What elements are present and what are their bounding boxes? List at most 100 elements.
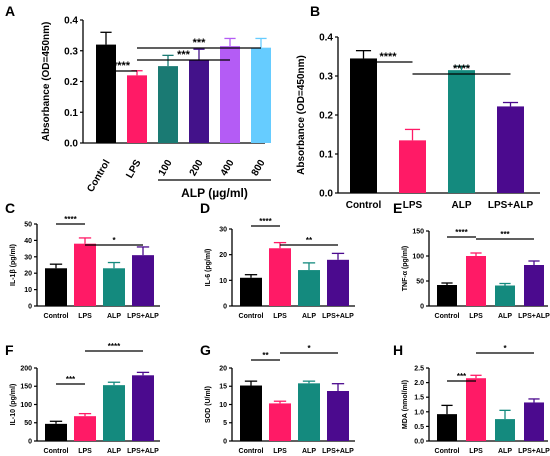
significance-label: **** bbox=[455, 228, 468, 237]
y-axis-label: IL-6 (pg/ml) bbox=[205, 249, 212, 287]
x-tick-label: Control bbox=[44, 448, 69, 455]
significance-label: *** bbox=[193, 37, 207, 49]
x-tick-label: Control bbox=[239, 313, 264, 320]
bar-control bbox=[96, 44, 116, 143]
x-tick-label: LPS+ALP bbox=[488, 200, 534, 211]
y-axis-label: IL-10 (pg/ml) bbox=[10, 384, 17, 426]
significance-label: **** bbox=[453, 63, 471, 75]
y-tick-label: 0.4 bbox=[319, 33, 333, 44]
y-tick-label: 20 bbox=[24, 271, 32, 278]
panel-a: A 0.0 0.1 0.2 0.3 0.4 Absorbance (OD=450nm) Con… bbox=[5, 3, 271, 200]
y-tick-label: 2.0 bbox=[414, 380, 424, 387]
bar-200 bbox=[189, 59, 209, 143]
bar-control bbox=[437, 414, 457, 441]
x-tick-label: ALP bbox=[302, 313, 316, 320]
panel-g: G 0 5 10 15 20 SOD (U/ml) Control LPS ALP LPS+ALP *… bbox=[200, 342, 355, 455]
x-tick-label: LPS+ALP bbox=[127, 448, 159, 455]
bar-100 bbox=[158, 66, 178, 143]
significance-label: * bbox=[307, 344, 311, 353]
y-tick-label: 10 bbox=[219, 402, 227, 409]
y-tick-label: 0.3 bbox=[319, 72, 333, 83]
panel-d: D 0 10 20 30 IL-6 (pg/ml) Control LPS ALP LPS+ALP… bbox=[200, 200, 355, 320]
x-tick-label: ALP bbox=[302, 448, 316, 455]
bar-control bbox=[437, 285, 457, 306]
bar-lps bbox=[269, 403, 291, 441]
panel-letter: B bbox=[310, 3, 320, 19]
y-axis-label: SOD (U/ml) bbox=[205, 386, 212, 423]
y-tick-label: 0.1 bbox=[319, 150, 333, 161]
bar-lps-alp bbox=[524, 402, 544, 441]
bar-lps-alp bbox=[497, 106, 524, 193]
x-tick-label: Control bbox=[435, 448, 460, 455]
bar-alp bbox=[103, 268, 125, 306]
y-tick-label: 100 bbox=[412, 253, 424, 260]
panel-letter: D bbox=[200, 200, 210, 216]
y-axis-label: Absorbance (OD=450nm) bbox=[41, 22, 52, 142]
x-tick-label: Control bbox=[44, 313, 69, 320]
significance-label: * bbox=[112, 236, 116, 245]
y-tick-label: 150 bbox=[412, 228, 424, 235]
significance-label: ** bbox=[262, 351, 269, 360]
x-tick-label: 200 bbox=[188, 158, 206, 178]
bar-400 bbox=[220, 46, 240, 144]
y-tick-label: 20 bbox=[219, 252, 227, 259]
y-tick-label: 15 bbox=[219, 384, 227, 391]
bar-lps bbox=[127, 75, 147, 143]
x-tick-label: LPS bbox=[78, 448, 92, 455]
x-tick-label: LPS bbox=[273, 448, 287, 455]
x-tick-label: ALP bbox=[452, 200, 472, 211]
y-tick-label: 0.4 bbox=[64, 16, 78, 27]
y-tick-label: 0 bbox=[28, 438, 32, 445]
bar-control bbox=[240, 277, 262, 306]
significance-label: **** bbox=[259, 217, 272, 226]
significance-label: *** bbox=[177, 49, 191, 61]
significance-label: **** bbox=[108, 342, 121, 351]
bar-lps-alp bbox=[327, 390, 349, 441]
panel-letter: E bbox=[393, 200, 402, 216]
x-tick-label: LPS bbox=[78, 313, 92, 320]
y-tick-label: 0.2 bbox=[319, 111, 333, 122]
y-tick-label: 0.3 bbox=[64, 46, 78, 57]
y-tick-label: 0.2 bbox=[64, 77, 78, 88]
y-tick-label: 10 bbox=[219, 278, 227, 285]
significance-label: *** bbox=[500, 230, 510, 239]
significance-label: *** bbox=[457, 372, 467, 381]
y-tick-label: 20 bbox=[219, 365, 227, 372]
bar-control bbox=[240, 385, 262, 441]
x-tick-label: LPS bbox=[273, 313, 287, 320]
y-tick-label: 200 bbox=[20, 365, 32, 372]
panel-e: E 0 50 100 150 TNF-α (pg/ml) Control LPS ALP LPS+… bbox=[393, 200, 550, 320]
x-tick-label: ALP bbox=[107, 313, 121, 320]
bar-alp bbox=[448, 70, 475, 193]
y-tick-label: 50 bbox=[416, 278, 424, 285]
bar-alp bbox=[495, 285, 515, 306]
bar-lps-alp bbox=[132, 375, 154, 441]
panel-h: H 0.0 0.5 1.0 1.5 2.0 2.5 MDA (nmol/ml) Control L… bbox=[393, 342, 550, 455]
bar-alp bbox=[495, 419, 515, 441]
bar-lps-alp bbox=[524, 265, 544, 306]
bar-alp bbox=[298, 270, 320, 306]
y-tick-label: 40 bbox=[24, 238, 32, 245]
x-tick-label: LPS+ALP bbox=[518, 448, 550, 455]
y-tick-label: 50 bbox=[24, 221, 32, 228]
x-tick-label: 100 bbox=[157, 158, 175, 178]
bar-control bbox=[45, 268, 67, 306]
x-tick-label: LPS+ALP bbox=[518, 313, 550, 320]
bar-lps bbox=[74, 243, 96, 306]
panel-letter: A bbox=[5, 3, 15, 19]
panel-c: C 0 10 20 30 40 50 IL-1β (pg/ml) Control LPS ALP LP… bbox=[5, 200, 160, 320]
group-label: ALP (µg/ml) bbox=[181, 186, 248, 200]
x-tick-label: LPS+ALP bbox=[322, 313, 354, 320]
bar-alp bbox=[298, 383, 320, 441]
y-tick-label: 10 bbox=[24, 287, 32, 294]
y-tick-label: 50 bbox=[24, 420, 32, 427]
x-tick-label: LPS bbox=[469, 313, 483, 320]
y-tick-label: 0 bbox=[28, 303, 32, 310]
y-axis-label: IL-1β (pg/ml) bbox=[10, 244, 17, 286]
y-tick-label: 1.0 bbox=[414, 409, 424, 416]
x-tick-label: ALP bbox=[498, 313, 512, 320]
bar-lps bbox=[269, 248, 291, 306]
x-tick-label: LPS bbox=[124, 158, 143, 181]
x-tick-label: Control bbox=[239, 448, 264, 455]
bar-control bbox=[350, 58, 377, 194]
